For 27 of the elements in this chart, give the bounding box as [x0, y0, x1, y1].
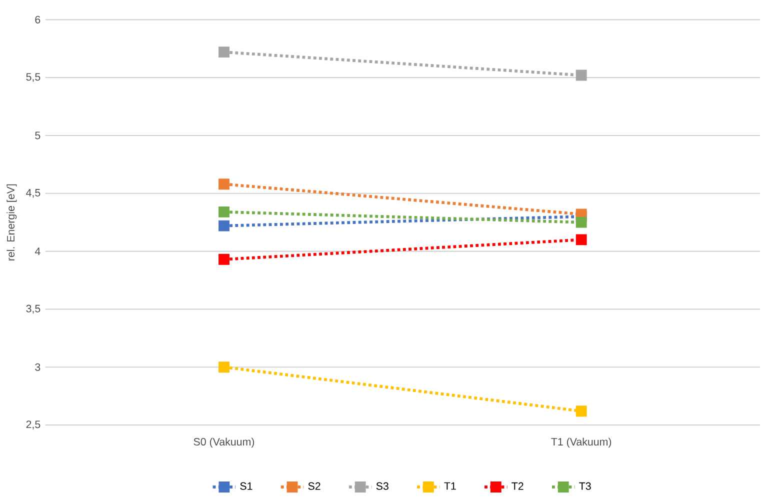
point: [576, 70, 587, 81]
point: [576, 234, 587, 246]
y-tick-label: 4,5: [26, 189, 40, 198]
y-tick-label: 5: [35, 132, 40, 140]
point: [218, 178, 230, 190]
legend-label: S1: [240, 482, 252, 490]
x-tick-label: S0 (Vakuum): [194, 438, 254, 448]
y-axis-title: rel. Energie [eV]: [6, 184, 17, 260]
legend-label: S3: [376, 482, 388, 490]
y-tick-label: 3,5: [26, 304, 40, 314]
legend-label: T3: [579, 482, 591, 490]
point: [218, 46, 230, 58]
point: [218, 206, 230, 218]
point: [218, 254, 230, 265]
point: [576, 216, 587, 228]
legend-label: T2: [512, 482, 524, 490]
y-tick-label: 6: [35, 16, 40, 24]
legend-label: S2: [308, 482, 320, 490]
point: [218, 362, 230, 373]
y-tick-label: 4: [34, 248, 40, 255]
legend-label: T1: [444, 482, 456, 490]
y-tick-label: 5,5: [26, 73, 40, 82]
point: [218, 220, 230, 232]
x-tick-label: T1 (Vakuum): [551, 438, 612, 448]
point: [576, 406, 587, 417]
y-tick-label: 3: [35, 363, 40, 371]
y-tick-label: 2,5: [26, 420, 40, 430]
